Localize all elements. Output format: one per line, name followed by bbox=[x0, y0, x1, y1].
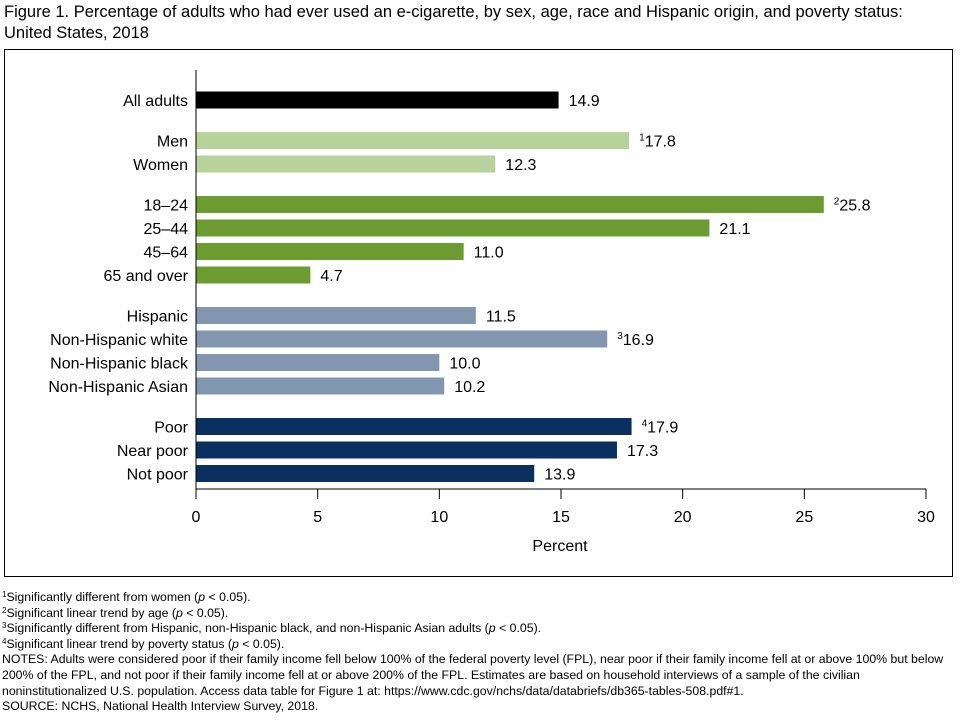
value: 14.9 bbox=[569, 93, 600, 110]
footnote: 2Significant linear trend by age (p < 0.… bbox=[2, 605, 229, 620]
data-label: 21.1 bbox=[719, 221, 750, 238]
category-label: Not poor bbox=[127, 467, 189, 484]
note-marker: 2 bbox=[834, 197, 840, 208]
note-marker: 4 bbox=[642, 419, 648, 430]
value: 13.9 bbox=[544, 467, 575, 484]
x-axis-label: Percent bbox=[532, 538, 588, 555]
value: 11.5 bbox=[486, 309, 516, 326]
data-label: 17.3 bbox=[627, 443, 658, 460]
category-label: Women bbox=[133, 157, 188, 174]
value: 25.8 bbox=[839, 198, 870, 215]
bar bbox=[196, 196, 824, 213]
value: 11.0 bbox=[474, 245, 504, 262]
bar bbox=[196, 243, 464, 260]
bar bbox=[196, 307, 476, 324]
x-tick-label: 15 bbox=[552, 509, 570, 526]
bar bbox=[196, 219, 710, 237]
bar bbox=[196, 465, 535, 482]
bar bbox=[196, 377, 445, 395]
bar bbox=[196, 155, 496, 173]
value: 10.0 bbox=[449, 356, 480, 373]
value: 17.9 bbox=[647, 420, 678, 437]
data-label: 10.2 bbox=[454, 379, 485, 396]
value: 21.1 bbox=[719, 221, 750, 238]
data-label: 11.5 bbox=[486, 309, 516, 326]
category-label: All adults bbox=[123, 93, 188, 110]
value: 12.3 bbox=[505, 157, 536, 174]
bar bbox=[196, 132, 630, 149]
data-label: 14.9 bbox=[569, 93, 600, 110]
value: 16.9 bbox=[623, 332, 654, 349]
data-label: 4.7 bbox=[320, 268, 342, 285]
bar bbox=[196, 441, 617, 459]
source-text: SOURCE: NCHS, National Health Interview … bbox=[2, 699, 319, 714]
category-label: 65 and over bbox=[103, 268, 188, 285]
data-label: 316.9 bbox=[617, 331, 654, 349]
chart-frame bbox=[4, 49, 953, 577]
data-label: 117.8 bbox=[639, 133, 676, 151]
value: 17.8 bbox=[645, 134, 676, 151]
category-label: Non-Hispanic white bbox=[50, 332, 188, 349]
x-tick-label: 0 bbox=[192, 509, 201, 526]
category-label: 25–44 bbox=[144, 221, 189, 238]
category-label: Men bbox=[157, 134, 188, 151]
note-marker: 3 bbox=[617, 331, 623, 342]
bar bbox=[196, 418, 632, 435]
category-label: Near poor bbox=[117, 443, 189, 460]
notes-text: NOTES: Adults were considered poor if th… bbox=[2, 652, 944, 698]
data-label: 12.3 bbox=[505, 157, 536, 174]
x-tick-label: 25 bbox=[795, 509, 813, 526]
category-label: Hispanic bbox=[127, 309, 188, 326]
x-tick-label: 5 bbox=[313, 509, 322, 526]
x-tick-label: 20 bbox=[674, 509, 692, 526]
x-tick-label: 10 bbox=[430, 509, 448, 526]
footnote: 4Significant linear trend by poverty sta… bbox=[2, 636, 285, 651]
data-label: 11.0 bbox=[474, 245, 504, 262]
data-label: 417.9 bbox=[642, 419, 679, 437]
bar bbox=[196, 354, 440, 371]
bar bbox=[196, 330, 608, 348]
bar bbox=[196, 266, 311, 284]
note-marker: 1 bbox=[639, 133, 645, 144]
data-label: 13.9 bbox=[544, 467, 575, 484]
footnote: 3Significantly different from Hispanic, … bbox=[2, 621, 542, 636]
footnote: 1Significantly different from women (p <… bbox=[2, 590, 251, 604]
value: 4.7 bbox=[320, 268, 342, 285]
figure-title: Figure 1. Percentage of adults who had e… bbox=[4, 3, 903, 42]
footnotes: 1Significantly different from women (p <… bbox=[2, 590, 958, 715]
x-tick-label: 30 bbox=[917, 509, 935, 526]
value: 10.2 bbox=[454, 379, 485, 396]
category-label: Poor bbox=[154, 420, 188, 437]
category-label: Non-Hispanic Asian bbox=[48, 379, 188, 396]
data-label: 225.8 bbox=[834, 197, 871, 215]
value: 17.3 bbox=[627, 443, 658, 460]
category-label: 18–24 bbox=[144, 198, 189, 215]
data-label: 10.0 bbox=[449, 356, 480, 373]
bar bbox=[196, 91, 559, 109]
category-label: 45–64 bbox=[144, 245, 189, 262]
category-label: Non-Hispanic black bbox=[50, 356, 189, 373]
